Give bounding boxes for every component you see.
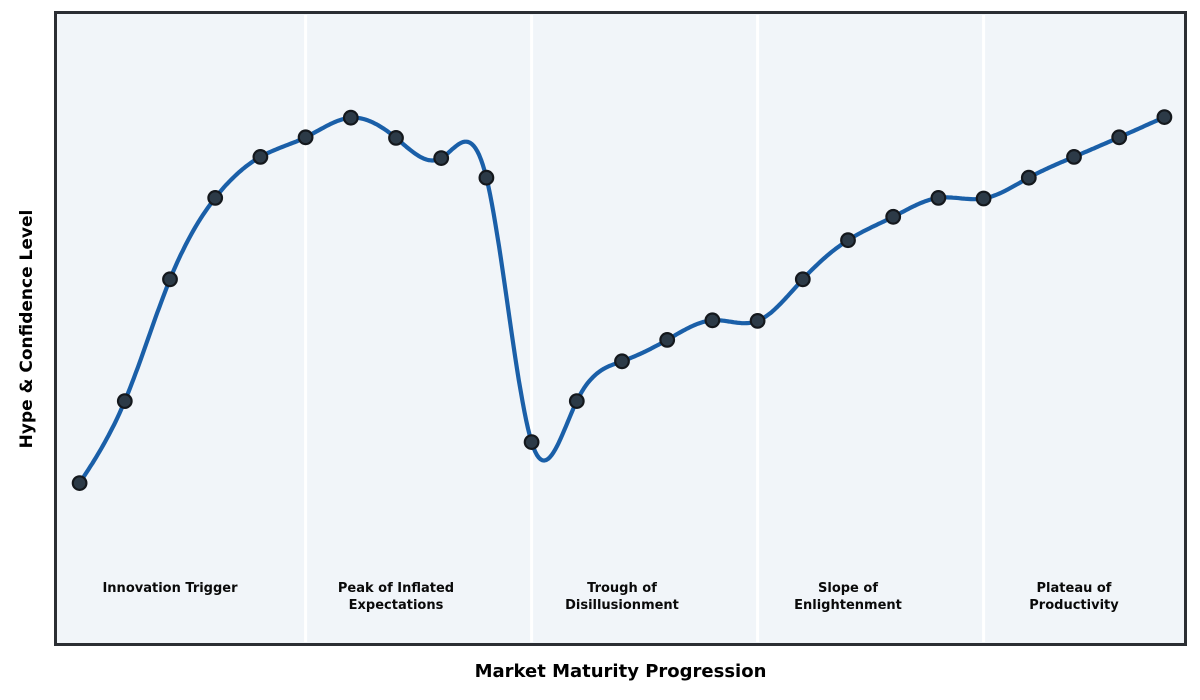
- x-axis-label: Market Maturity Progression: [474, 661, 767, 682]
- hype-curve-line: [77, 115, 1167, 486]
- data-point: [523, 434, 540, 451]
- data-point: [794, 271, 811, 288]
- phase-label-innovation-trigger: Innovation Trigger: [102, 581, 238, 596]
- data-point: [975, 190, 992, 207]
- data-point: [1020, 169, 1037, 186]
- data-point: [568, 393, 585, 410]
- phase-label-slope-of-enlightenment: Slope of Enlightenment: [794, 581, 902, 613]
- data-point: [297, 129, 314, 146]
- data-point: [840, 232, 856, 249]
- phase-label-trough-of-disillusionment: Trough of Disillusionment: [565, 581, 679, 613]
- data-point: [704, 312, 721, 329]
- data-point: [1111, 129, 1128, 146]
- data-point: [71, 475, 88, 492]
- data-point: [659, 332, 676, 348]
- data-point: [478, 169, 495, 186]
- data-point: [749, 313, 766, 329]
- phase-label-plateau-of-productivity: Plateau of Productivity: [1029, 581, 1119, 613]
- data-point: [1066, 148, 1082, 165]
- data-point: [342, 109, 359, 126]
- data-point: [116, 393, 133, 410]
- y-axis-label: Hype & Confidence Level: [17, 209, 37, 449]
- data-point: [252, 148, 269, 165]
- data-point: [388, 129, 404, 146]
- data-point: [162, 271, 178, 288]
- data-point: [885, 208, 902, 225]
- phase-label-peak-of-inflated-expectations: Peak of Inflated Expectations: [337, 581, 455, 613]
- data-point: [1156, 109, 1173, 125]
- data-point: [433, 150, 450, 167]
- data-point: [207, 189, 224, 206]
- data-point: [930, 189, 947, 206]
- data-point: [614, 353, 630, 370]
- plot-area: [54, 11, 1187, 646]
